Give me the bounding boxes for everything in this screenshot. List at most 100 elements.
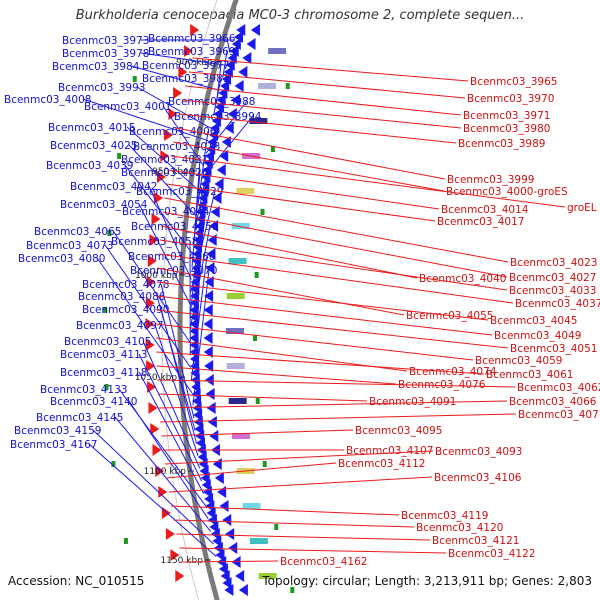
forward-gene-label: Bcenmc03_4058 [111,236,198,248]
forward-gene-label: Bcenmc03_4006 [129,126,217,138]
reverse-gene-leader [179,547,447,554]
topology-label: Topology: circular; Length: 3,213,911 bp… [262,574,592,588]
forward-gene-label: Bcenmc03_4133 [40,384,127,396]
forward-gene-leader [82,98,209,142]
reverse-gene-label: Bcenmc03_4045 [490,315,577,327]
forward-gene-label: Bcenmc03_4167 [10,439,97,451]
reverse-gene-leader [170,155,566,208]
forward-cds-arrow [246,38,256,50]
annotation-block [226,328,245,334]
forward-cds-arrow [228,542,238,554]
forward-gene-label: Bcenmc03_4042 [70,181,157,193]
forward-cds-arrow [206,248,216,260]
reverse-gene-label: Bcenmc03_4014 [441,204,529,216]
forward-gene-label: Bcenmc03_4105 [64,336,151,348]
forward-cds-arrow [195,430,205,442]
forward-cds-arrow [209,220,219,232]
reverse-cds-arrow [178,66,188,78]
reverse-gene-leader [168,476,433,493]
forward-gene-leader [114,416,212,532]
annotation-block [268,48,287,54]
rna-feature-mark [117,153,122,159]
reverse-cds-arrow [146,276,156,288]
reverse-cds-arrow [184,45,194,57]
reverse-gene-label: Bcenmc03_3970 [467,93,554,105]
forward-cds-arrow [238,66,248,78]
forward-cds-arrow [203,346,213,358]
forward-gene-label: Bcenmc03_3969 [148,46,235,58]
reverse-gene-label: Bcenmc03_3999 [447,174,534,186]
reverse-gene-leader [157,267,405,316]
forward-gene-leader [138,371,205,494]
reverse-gene-leader [175,127,446,180]
forward-cds-arrow [222,514,232,526]
tick-label: 900 kbp [176,58,213,68]
forward-cds-arrow [204,360,214,372]
forward-gene-label: Bcenmc03_4118 [60,367,147,379]
forward-cds-arrow [242,52,252,64]
reverse-gene-label: Bcenmc03_3980 [463,123,550,135]
forward-gene-label: Bcenmc03_4140 [50,396,137,408]
forward-gene-leader [92,429,214,545]
forward-gene-leader [154,324,199,456]
rna-feature-mark [123,538,128,544]
forward-gene-leader [201,115,254,179]
forward-cds-arrow [210,528,220,540]
reverse-cds-arrow [147,255,157,267]
reverse-gene-label: Bcenmc03_4017 [437,216,524,228]
rna-feature-mark [262,461,267,467]
forward-cds-arrow [205,500,215,512]
reverse-gene-leader [159,239,508,291]
forward-gene-leader [138,203,191,305]
reverse-gene-label: Bcenmc03_4095 [355,425,442,437]
annotation-block [236,188,255,194]
reverse-gene-label: Bcenmc03_3965 [470,76,557,88]
reverse-gene-label: Bcenmc03_4049 [494,330,581,342]
reverse-gene-leader [156,295,493,336]
forward-cds-arrow [234,80,244,92]
reverse-cds-arrow [150,423,160,435]
forward-gene-leader [128,144,197,217]
forward-cds-arrow [238,584,248,596]
reverse-cds-arrow [147,381,157,393]
forward-gene-label: Bcenmc03_3977 [142,60,229,72]
annotation-block [231,223,250,229]
forward-cds-arrow [204,493,214,505]
forward-cds-arrow [204,290,214,302]
annotation-block [258,83,277,89]
forward-cds-arrow [212,535,222,547]
forward-gene-label: Bcenmc03_3978 [62,48,149,60]
forward-cds-arrow [250,24,260,36]
reverse-gene-label: Bcenmc03_4066 [509,396,597,408]
reverse-gene-labels: Bcenmc03_3965Bcenmc03_3970Bcenmc03_3971B… [155,57,600,568]
forward-gene-label: Bcenmc03_4029 [136,186,223,198]
reverse-gene-leader [157,379,516,388]
reverse-cds-arrow [164,129,174,141]
reverse-gene-leader [164,450,434,465]
reverse-cds-arrow [165,528,175,540]
forward-gene-leader [136,86,212,129]
tick-label: 950 kbp [152,167,189,177]
forward-gene-label: Bcenmc03_4090 [82,304,169,316]
reverse-gene-label: Bcenmc03_4106 [434,472,522,484]
annotation-block [258,573,277,579]
annotation-block [231,433,250,439]
rna-feature-mark [290,587,295,593]
reverse-cds-arrow [149,234,159,246]
forward-gene-leader [126,126,201,192]
forward-cds-arrow [204,374,214,386]
forward-cds-arrow [203,332,213,344]
forward-cds-arrow [231,556,241,568]
reverse-gene-leader [157,281,489,321]
forward-cds-arrow [213,542,223,554]
forward-cds-arrow [200,472,210,484]
annotation-block [242,503,261,509]
forward-cds-arrow [225,528,235,540]
outer-track-line [161,0,218,600]
forward-cds-arrow [220,570,230,582]
forward-gene-leader [142,340,201,469]
forward-cds-arrow [224,122,234,134]
forward-cds-arrow [216,164,226,176]
forward-gene-label: Bcenmc03_4015 [48,122,135,134]
reverse-gene-label: Bcenmc03_4062 [517,382,600,394]
